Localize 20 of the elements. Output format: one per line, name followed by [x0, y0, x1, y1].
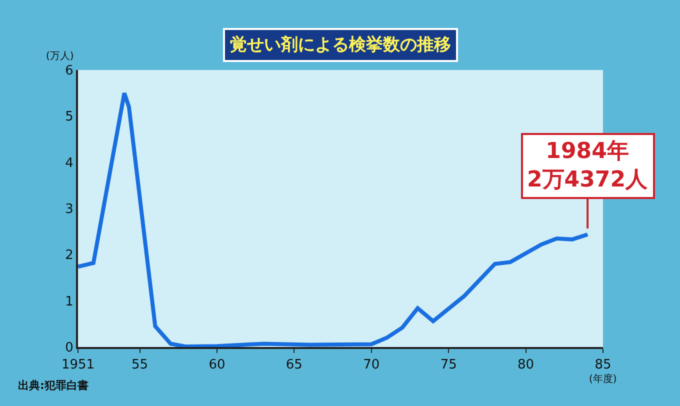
source-note: 出典:犯罪白書	[18, 379, 88, 392]
chart-title: 覚せい剤による検挙数の推移	[230, 35, 451, 55]
y-tick-label: 0	[65, 340, 74, 356]
y-tick-label: 2	[65, 248, 74, 264]
y-axis-title: (万人)	[46, 51, 74, 62]
y-tick-label: 5	[65, 110, 74, 125]
x-tick-label: 55	[131, 358, 148, 373]
x-tick-label: 85	[594, 358, 612, 373]
y-tick-label: 1	[65, 294, 74, 310]
y-tick-label: 4	[65, 156, 74, 171]
annotation: 1984年 2万4372人	[527, 139, 649, 193]
x-tick-label: 70	[363, 358, 380, 373]
x-tick-label: 1951	[61, 358, 95, 373]
x-tick-label: 80	[518, 358, 534, 373]
y-tick-label: 3	[65, 202, 74, 218]
x-tick-label: 75	[440, 358, 457, 373]
x-tick-label: 65	[286, 358, 302, 373]
x-tick-label: 60	[208, 358, 226, 373]
x-axis-title: (年度)	[589, 373, 617, 385]
y-tick-label: 6	[65, 64, 74, 79]
